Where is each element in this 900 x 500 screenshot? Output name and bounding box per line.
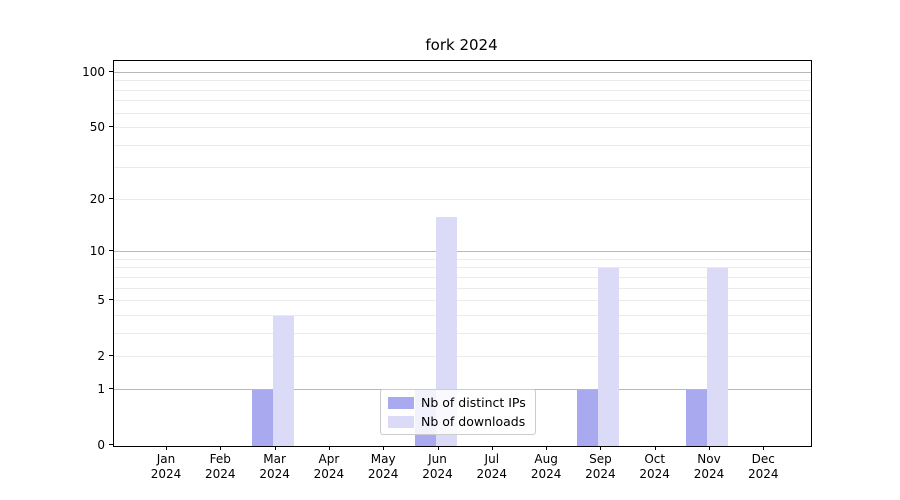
x-tick-mark [328, 446, 330, 450]
legend: Nb of distinct IPs Nb of downloads [380, 389, 536, 435]
minor-gridline [114, 112, 811, 114]
minor-gridline [114, 314, 811, 316]
minor-gridline [114, 300, 811, 302]
x-tick-label: Nov 2024 [693, 452, 725, 481]
legend-item: Nb of distinct IPs [388, 395, 526, 410]
minor-gridline [114, 356, 811, 358]
bar-downloads [272, 315, 294, 446]
legend-swatch-downloads [388, 415, 414, 428]
y-tick-mark [109, 299, 113, 301]
bar-downloads [598, 268, 620, 446]
y-tick-mark [109, 444, 113, 445]
y-tick-mark [109, 250, 113, 252]
minor-gridline [114, 267, 811, 269]
bar-downloads [707, 268, 728, 446]
y-tick-label: 50 [89, 120, 105, 135]
y-tick-label: 2 [97, 349, 105, 364]
x-tick-label: Apr 2024 [313, 452, 345, 481]
x-tick-label: Mar 2024 [259, 452, 290, 481]
x-tick-mark [546, 446, 548, 450]
major-gridline [114, 71, 811, 73]
x-tick-label: Feb 2024 [205, 452, 236, 481]
minor-gridline [114, 127, 811, 129]
x-tick-mark [274, 446, 276, 450]
minor-gridline [114, 80, 811, 82]
y-tick-label: 5 [97, 293, 105, 308]
y-tick-mark [109, 70, 113, 72]
x-tick-label: Oct 2024 [639, 452, 670, 481]
bar-distinct-ips [577, 389, 599, 446]
minor-gridline [114, 276, 811, 278]
legend-item: Nb of downloads [388, 414, 526, 429]
y-tick-mark [109, 197, 113, 199]
x-tick-mark [491, 446, 493, 450]
minor-gridline [114, 89, 811, 91]
x-tick-label: Jan 2024 [150, 452, 182, 481]
y-tick-label: 100 [82, 64, 105, 79]
x-tick-mark [763, 446, 765, 450]
y-tick-label: 20 [89, 191, 105, 206]
x-tick-mark [437, 446, 439, 450]
x-tick-label: Jun 2024 [422, 452, 453, 481]
chart-title: fork 2024 [425, 36, 498, 54]
y-tick-label: 0 [97, 438, 105, 452]
plot-area: Nb of distinct IPs Nb of downloads [113, 60, 812, 447]
minor-gridline [114, 198, 811, 200]
x-tick-mark [600, 446, 602, 450]
minor-gridline [114, 100, 811, 102]
x-tick-mark [220, 446, 222, 450]
bar-distinct-ips [686, 389, 707, 446]
y-tick-mark [109, 355, 113, 357]
x-tick-label: May 2024 [367, 452, 399, 481]
minor-gridline [114, 167, 811, 169]
minor-gridline [114, 332, 811, 334]
minor-gridline [114, 258, 811, 260]
bar-downloads [435, 216, 457, 446]
legend-label: Nb of downloads [421, 414, 526, 429]
legend-swatch-ips [388, 396, 414, 409]
minor-gridline [114, 144, 811, 146]
x-tick-label: Dec 2024 [748, 452, 779, 481]
legend-label: Nb of distinct IPs [421, 395, 526, 410]
x-tick-mark [383, 446, 385, 450]
x-tick-mark [709, 446, 710, 450]
x-tick-mark [654, 446, 656, 450]
x-tick-label: Jul 2024 [476, 452, 508, 481]
bar-distinct-ips [251, 389, 273, 446]
minor-gridline [114, 287, 811, 289]
y-tick-mark [109, 126, 113, 128]
x-tick-label: Aug 2024 [530, 452, 562, 481]
major-gridline [114, 251, 811, 253]
x-tick-mark [166, 446, 167, 450]
y-tick-mark [109, 387, 113, 389]
y-tick-label: 1 [97, 381, 105, 396]
x-tick-label: Sep 2024 [585, 452, 616, 481]
y-tick-label: 10 [89, 244, 105, 259]
